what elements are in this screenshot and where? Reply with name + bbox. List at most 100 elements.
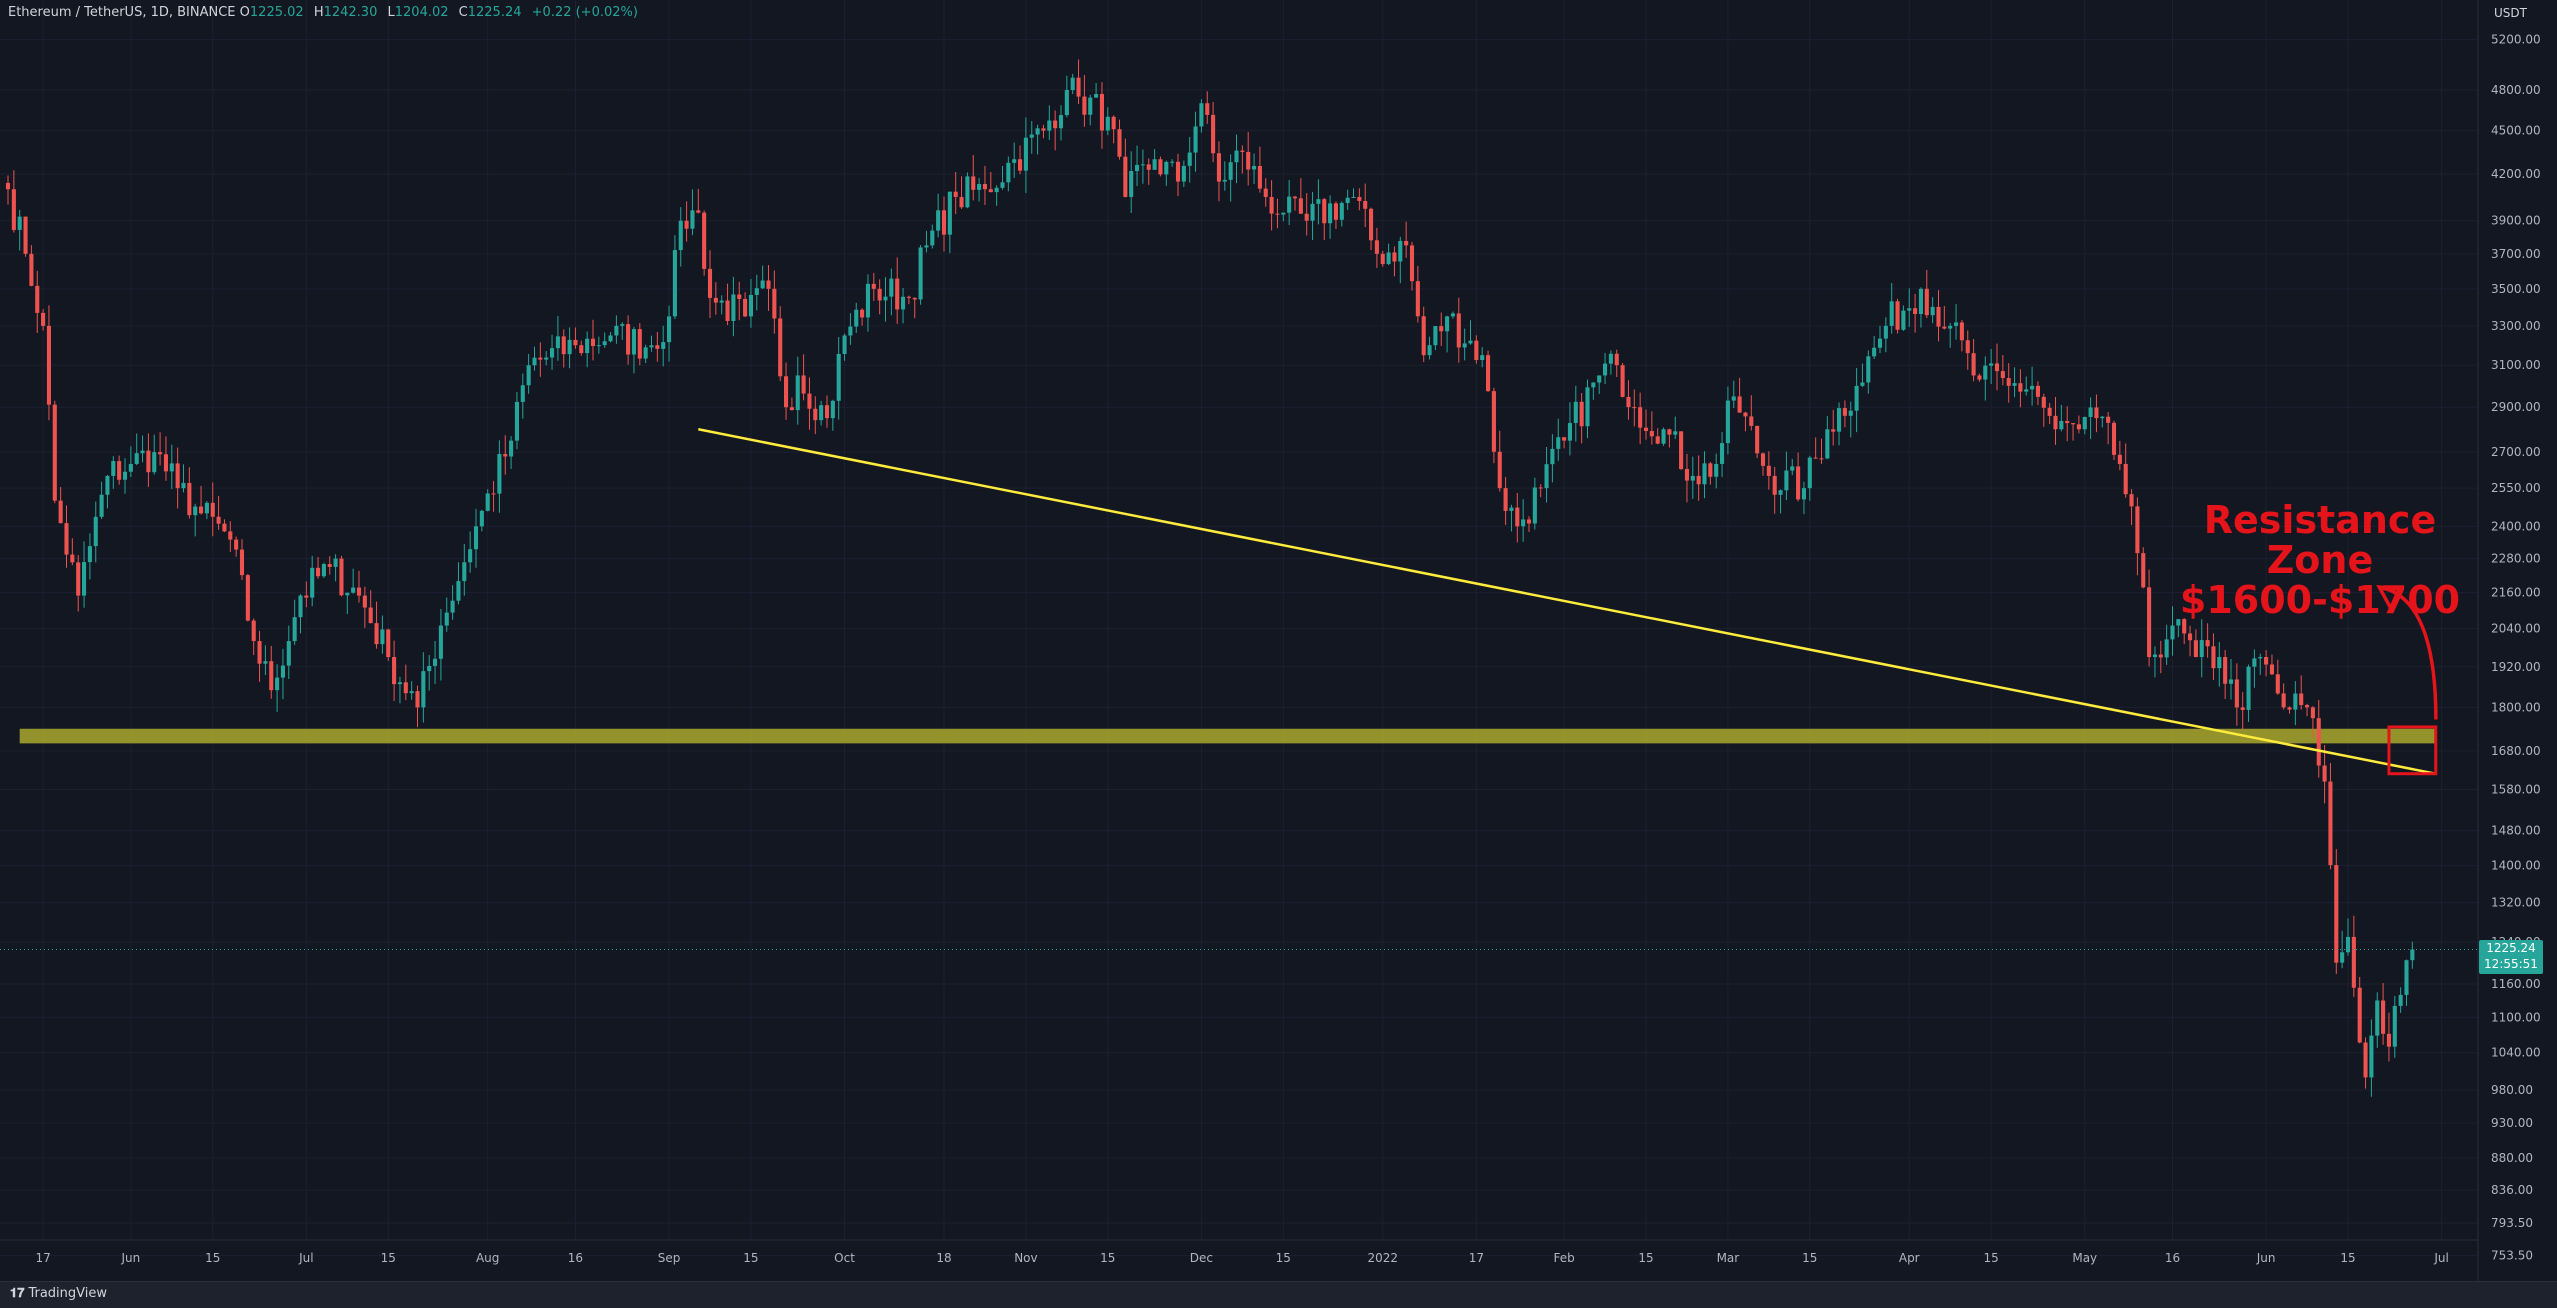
candle-body [1275, 213, 1280, 215]
candle-body [269, 661, 274, 691]
candle [538, 342, 543, 377]
candle-body [784, 376, 789, 408]
candle-body [1117, 129, 1122, 157]
candle [333, 554, 338, 582]
candle [2071, 423, 2076, 441]
resistance-annotation: Resistance Zone $1600-$1700 [2155, 500, 2485, 620]
candle [5, 175, 11, 205]
candle [345, 592, 350, 614]
candle-body [199, 506, 204, 514]
y-tick-label: 4800.00 [2491, 83, 2541, 97]
candle-body [210, 502, 215, 517]
candle [1380, 250, 1385, 267]
candle-body [263, 661, 268, 664]
candle [707, 250, 713, 318]
candle-body [819, 405, 824, 421]
arrow-head [2376, 585, 2403, 611]
candle [1667, 428, 1672, 448]
candle [1737, 377, 1742, 413]
candle-body [1614, 353, 1619, 366]
candle-body [146, 450, 151, 473]
candle-body [1094, 94, 1099, 98]
candle-body [596, 345, 601, 347]
price-axis[interactable]: 5600.005200.004800.004500.004200.003900.… [2477, 0, 2541, 1281]
candle-body [1538, 487, 1543, 489]
candle [643, 344, 648, 364]
candle [1468, 320, 1473, 345]
candle [895, 257, 900, 324]
candle [228, 521, 233, 553]
candle-body [602, 341, 607, 346]
candle [1398, 236, 1403, 284]
candle [1421, 306, 1426, 362]
candle-body [415, 691, 420, 708]
candle [1345, 189, 1350, 210]
candle-body [105, 475, 110, 495]
candle [1234, 134, 1239, 184]
candle [1643, 409, 1649, 440]
candle-body [1281, 212, 1286, 215]
candle-body [1866, 356, 1871, 383]
tradingview-logo[interactable]: 𝟏𝟕 TradingView [10, 1286, 107, 1301]
candle-body [1363, 201, 1368, 209]
candle-body [2000, 371, 2005, 379]
time-axis[interactable]: 17 Jun 15 Jul 15 Aug 16 Sep 15 Oct 18 Nov 15 Dec 15 202… [0, 1239, 2478, 1265]
candle [1842, 400, 1847, 428]
candle-body [1690, 475, 1695, 481]
candle [1772, 466, 1777, 514]
candle [158, 432, 163, 466]
candle-body [2258, 657, 2263, 659]
candle-body [637, 329, 642, 359]
candle [468, 531, 473, 573]
candle [526, 353, 531, 394]
candle-body [1035, 128, 1040, 135]
candle [1626, 380, 1631, 420]
candle [1930, 297, 1935, 324]
candle [1263, 178, 1268, 207]
candle-body [368, 607, 373, 624]
candle-body [1234, 150, 1239, 163]
candle-body [1322, 199, 1327, 224]
candle-body [1965, 340, 1970, 354]
candle [631, 326, 636, 374]
candle-body [1105, 116, 1110, 131]
y-tick-label: 1040.00 [2491, 1046, 2541, 1060]
candle-body [1684, 469, 1689, 481]
candle-body [93, 516, 98, 547]
candle-body [994, 187, 999, 193]
candle [169, 444, 174, 490]
candle [1333, 201, 1338, 229]
x-tick-label: Dec [1190, 1251, 1213, 1265]
candle-body [1725, 400, 1730, 444]
candle-body [76, 562, 81, 596]
candle-body [1825, 429, 1830, 459]
candle [1778, 489, 1783, 514]
candle-body [2392, 1005, 2397, 1047]
candle-body [2293, 693, 2298, 710]
candle-body [1848, 410, 1853, 416]
candle [661, 325, 666, 367]
symbol-title[interactable]: Ethereum / TetherUS, 1D, BINANCE [8, 5, 236, 20]
candle [754, 274, 759, 311]
candle-body [1421, 316, 1426, 356]
candle [1907, 288, 1912, 327]
candle-body [655, 345, 660, 349]
x-tick-label: Feb [1553, 1251, 1574, 1265]
candle-body [614, 325, 619, 336]
candle [1205, 91, 1210, 124]
y-tick-label: 1320.00 [2491, 896, 2541, 910]
candle-body [46, 325, 51, 405]
candle-body [1386, 252, 1391, 265]
candle [1351, 188, 1356, 199]
candle-body [725, 300, 730, 321]
x-tick-label: Sep [658, 1251, 681, 1265]
resistance-box [2387, 725, 2438, 776]
y-tick-label: 1480.00 [2491, 824, 2541, 838]
candle [292, 599, 297, 645]
candle [351, 568, 356, 594]
candle [1673, 416, 1678, 440]
candle-body [959, 196, 964, 208]
candle-body [661, 342, 666, 349]
candle-body [2269, 664, 2274, 675]
